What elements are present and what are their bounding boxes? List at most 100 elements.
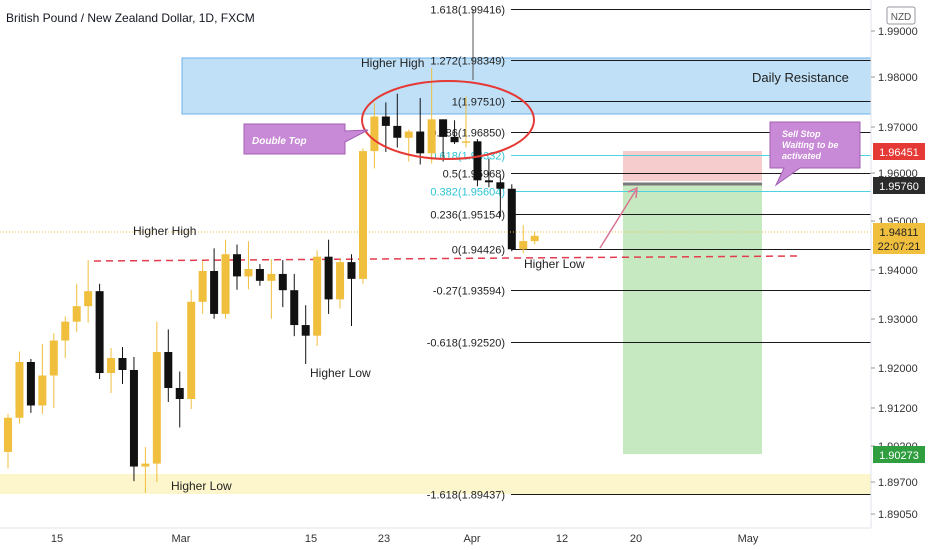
candle-body-46	[530, 235, 539, 242]
candle-body-4	[49, 340, 58, 376]
candle-body-10	[118, 358, 127, 370]
candle-body-38	[439, 119, 448, 137]
candle-body-28	[324, 256, 333, 300]
candle-body-15	[175, 388, 184, 399]
fib-label-11: -1.618(1.89437)	[427, 490, 505, 502]
candle-body-26	[301, 325, 310, 336]
chart-title: British Pound / New Zealand Dollar, 1D, …	[6, 11, 255, 25]
x-tick-label-2: 15	[305, 533, 317, 545]
candle-body-12	[141, 463, 150, 467]
fib-label-6: 0.382(1.95604)	[430, 187, 505, 199]
candle-body-30	[347, 262, 356, 279]
svg-text:1.90273: 1.90273	[879, 450, 919, 462]
take-profit-zone	[623, 184, 762, 454]
daily-resistance-label: Daily Resistance	[752, 70, 849, 85]
time-axis-ticks: 15 Mar 15 23 Apr 12 20 May	[51, 533, 759, 545]
candle-body-18	[210, 270, 219, 314]
candle-body-19	[221, 254, 230, 314]
candle-body-9	[107, 358, 116, 373]
y-tick-label-11: 1.89050	[878, 509, 918, 521]
entry-price-tag: 1.95760	[873, 177, 925, 194]
y-tick-label-6: 1.93000	[878, 314, 918, 326]
price-axis[interactable]	[871, 0, 932, 528]
candle-body-13	[152, 352, 161, 464]
double-top-callout	[243, 123, 369, 155]
sell-stop-label-1: Sell Stop	[782, 129, 821, 139]
candle-body-24	[278, 273, 287, 291]
candle-body-14	[164, 352, 173, 388]
candlestick-series	[4, 68, 539, 493]
candle-body-36	[416, 131, 425, 154]
svg-text:1.96451: 1.96451	[879, 147, 919, 159]
higher-high-dashed-line	[93, 255, 799, 262]
daily-resistance-zone	[181, 57, 872, 115]
svg-text:22:07:21: 22:07:21	[878, 241, 921, 253]
fib-label-3: 0.786(1.96850)	[430, 128, 505, 140]
fibonacci-levels: 1.618(1.99416) 1.272(1.98349) 1(1.97510) 0.…	[427, 5, 871, 502]
candle-body-40	[462, 141, 470, 143]
candle-body-11	[129, 370, 138, 467]
candle-body-42	[484, 180, 493, 183]
y-tick-label-8: 1.91200	[878, 403, 918, 415]
candle-body-23	[267, 273, 276, 281]
candle-body-44	[507, 188, 516, 250]
candle-body-33	[381, 116, 390, 126]
candle-body-5	[61, 321, 70, 341]
candle-body-22	[255, 269, 264, 281]
higher-low-label-2: Higher Low	[171, 479, 232, 493]
y-tick-label-7: 1.92000	[878, 363, 918, 375]
candle-body-31	[358, 151, 367, 279]
higher-low-label-1: Higher Low	[310, 366, 371, 380]
x-tick-label-4: Apr	[463, 533, 480, 545]
candle-body-34	[393, 125, 402, 138]
candle-body-43	[496, 182, 505, 189]
x-tick-label-0: 15	[51, 533, 63, 545]
fib-label-7: 0.236(1.95154)	[430, 210, 505, 222]
candle-body-35	[404, 131, 413, 138]
higher-high-label-1: Higher High	[361, 56, 424, 70]
candle-body-16	[187, 301, 196, 399]
fib-label-2: 1(1.97510)	[452, 97, 505, 109]
double-top-label: Double Top	[252, 136, 307, 147]
time-axis[interactable]	[0, 528, 871, 550]
stop-price-tag: 1.96451	[873, 143, 925, 160]
candle-body-39	[450, 136, 459, 143]
svg-text:1.94811: 1.94811	[880, 227, 919, 239]
fib-label-9: -0.27(1.93594)	[433, 286, 505, 298]
support-zone	[0, 474, 871, 494]
x-tick-label-7: May	[738, 533, 759, 545]
candle-body-29	[336, 262, 345, 300]
y-tick-label-2: 1.97000	[878, 122, 918, 134]
candle-body-0	[4, 417, 12, 452]
currency-badge[interactable]	[886, 6, 916, 25]
current-price-tag: 1.94811 22:07:21	[873, 223, 925, 254]
fib-label-0: 1.618(1.99416)	[430, 5, 505, 17]
fib-label-10: -0.618(1.92520)	[427, 338, 505, 350]
y-tick-label-10: 1.89700	[878, 477, 918, 489]
x-tick-label-5: 12	[556, 533, 568, 545]
target-price-tag: 1.90273	[873, 446, 925, 463]
sell-arrow-head	[627, 186, 638, 199]
candle-body-8	[95, 291, 104, 373]
sell-stop-label-2: Waiting to be	[782, 140, 838, 150]
fib-label-1: 1.272(1.98349)	[430, 56, 505, 68]
candle-body-41	[473, 141, 482, 181]
higher-low-label-3: Higher Low	[524, 257, 585, 271]
candle-body-6	[72, 306, 81, 322]
candle-body-37	[427, 119, 436, 154]
x-tick-label-3: 23	[378, 533, 390, 545]
candle-body-7	[84, 291, 93, 307]
candle-body-27	[313, 256, 322, 336]
x-tick-label-6: 20	[630, 533, 642, 545]
candle-body-25	[290, 290, 299, 326]
sell-stop-callout	[769, 121, 861, 187]
sell-stop-label-3: activated	[782, 151, 822, 161]
candle-body-2	[26, 362, 35, 406]
candle-body-21	[244, 269, 253, 277]
x-tick-label-1: Mar	[172, 533, 191, 545]
currency-badge-text: NZD	[891, 12, 912, 23]
higher-high-label-2: Higher High	[133, 224, 196, 238]
y-tick-label-5: 1.94000	[878, 265, 918, 277]
double-top-ellipse	[361, 80, 535, 160]
